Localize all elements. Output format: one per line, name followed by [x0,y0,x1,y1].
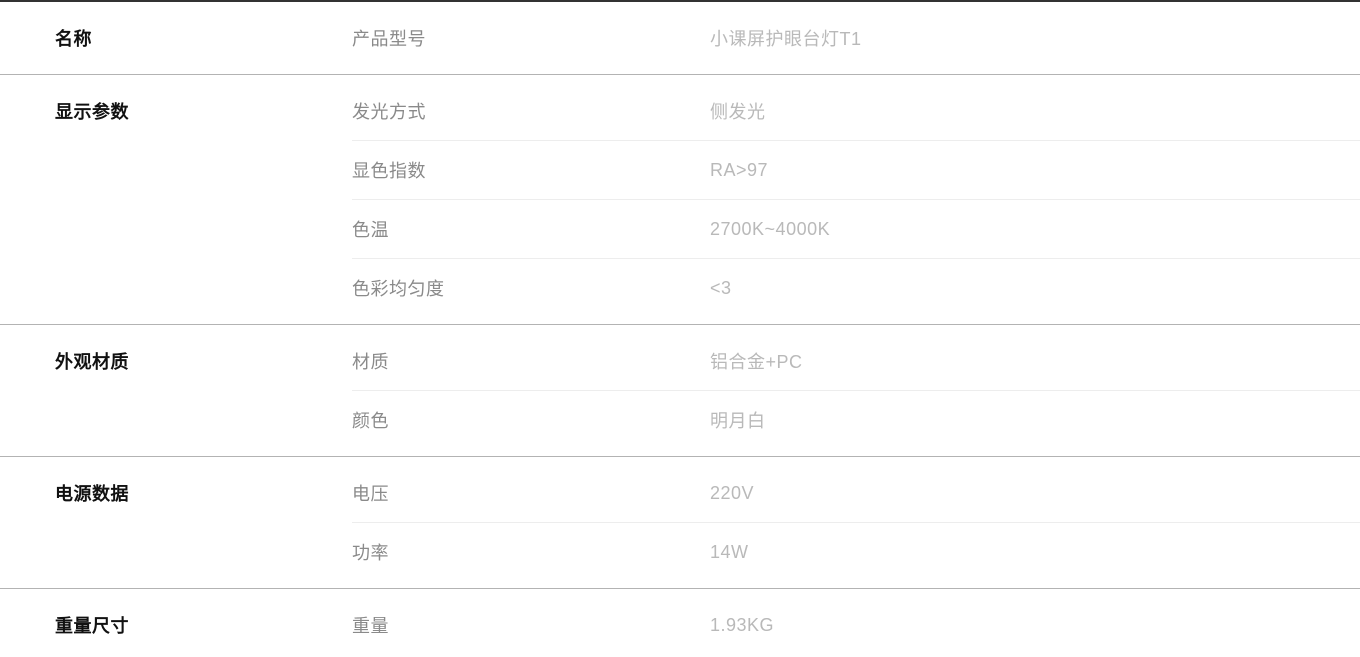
spec-row: 发光方式 侧发光 [352,82,1360,140]
spec-param-label: 电压 [352,484,389,504]
spec-param-label: 重量 [352,616,389,636]
section-title-cell: 重量尺寸 [0,596,352,654]
spec-row: 重量 1.93KG [352,596,1360,654]
section-rows: 重量 1.93KG [352,596,1360,654]
spec-param-label: 功率 [352,543,389,563]
spec-param-label: 产品型号 [352,29,426,49]
spec-param-value: 明月白 [710,411,766,431]
section-title-cell: 电源数据 [0,464,352,522]
spec-row: 颜色 明月白 [352,390,1360,449]
spec-param-value: 铝合金+PC [710,352,803,372]
spec-section-0: 名称 产品型号 小课屏护眼台灯T1 [0,2,1360,75]
section-rows: 发光方式 侧发光 显色指数 RA>97 色温 2700K~4000K 色彩均匀度… [352,82,1360,317]
spec-param-label: 显色指数 [352,161,426,181]
spec-row: 色温 2700K~4000K [352,199,1360,258]
spec-section-1: 显示参数 发光方式 侧发光 显色指数 RA>97 色温 2700K~4000K … [0,75,1360,325]
spec-param-label: 色彩均匀度 [352,279,445,299]
spec-param-value: 14W [710,541,749,562]
section-rows: 产品型号 小课屏护眼台灯T1 [352,9,1360,67]
spec-param-value: RA>97 [710,159,769,180]
section-title: 名称 [55,29,92,49]
spec-param-label: 材质 [352,352,389,372]
spec-row: 电压 220V [352,464,1360,522]
section-title: 显示参数 [55,102,129,122]
section-title: 外观材质 [55,352,129,372]
spec-section-2: 外观材质 材质 铝合金+PC 颜色 明月白 [0,325,1360,457]
spec-param-value: 1.93KG [710,614,775,635]
spec-param-label: 发光方式 [352,102,426,122]
spec-param-value: 小课屏护眼台灯T1 [710,29,862,49]
section-rows: 电压 220V 功率 14W [352,464,1360,581]
spec-param-label: 颜色 [352,411,389,431]
section-title-cell: 显示参数 [0,82,352,140]
spec-row: 产品型号 小课屏护眼台灯T1 [352,9,1360,67]
spec-row: 色彩均匀度 <3 [352,258,1360,317]
section-title: 电源数据 [55,484,129,504]
section-rows: 材质 铝合金+PC 颜色 明月白 [352,332,1360,449]
section-title-cell: 外观材质 [0,332,352,390]
section-title: 重量尺寸 [55,616,129,636]
spec-row: 功率 14W [352,522,1360,581]
spec-row: 材质 铝合金+PC [352,332,1360,390]
spec-section-4: 重量尺寸 重量 1.93KG [0,589,1360,657]
spec-param-value: 侧发光 [710,102,766,122]
spec-param-value: 220V [710,482,755,503]
spec-section-3: 电源数据 电压 220V 功率 14W [0,457,1360,589]
spec-param-value: 2700K~4000K [710,218,831,239]
spec-param-label: 色温 [352,220,389,240]
section-title-cell: 名称 [0,9,352,67]
spec-row: 显色指数 RA>97 [352,140,1360,199]
spec-param-value: <3 [710,277,732,298]
